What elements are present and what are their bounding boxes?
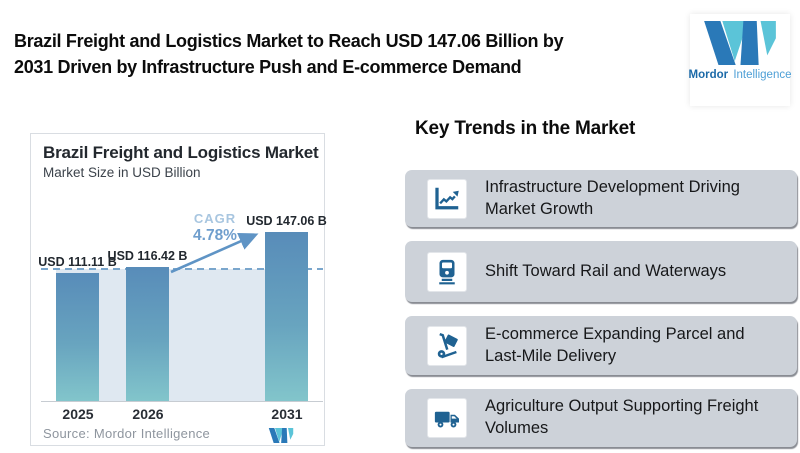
chart-title: Brazil Freight and Logistics Market xyxy=(43,143,319,162)
cagr-arrow-icon xyxy=(170,232,259,274)
bar-2025: USD 111.11 B xyxy=(38,255,117,401)
trend-label: Agriculture Output Supporting Freight Vo… xyxy=(485,397,759,437)
mordor-logo-text: Mordor Intelligence xyxy=(689,69,792,81)
x-tick-2026: 2026 xyxy=(132,406,164,422)
bar-2031: USD 147.06 B xyxy=(246,214,327,401)
train-icon xyxy=(427,251,467,292)
delivery-truck-icon xyxy=(427,398,467,438)
chart-source: Source: Mordor Intelligence xyxy=(43,426,211,441)
mordor-logo-mark-small xyxy=(268,428,294,443)
bar-2026: USD 116.42 B xyxy=(108,249,187,401)
market-size-chart: Brazil Freight and Logistics Market Mark… xyxy=(30,133,327,446)
cagr-annotation: CAGR 4.78% xyxy=(173,211,257,245)
bar-2025-value-label: USD 111.11 B xyxy=(38,255,117,269)
trends-heading: Key Trends in the Market xyxy=(415,118,636,139)
hand-truck-icon xyxy=(427,325,467,366)
cagr-value: 4.78% xyxy=(193,227,237,244)
bar-2026-value-label: USD 116.42 B xyxy=(107,249,188,263)
cagr-label: CAGR xyxy=(193,211,237,226)
page-title-line2: 2031 Driven by Infrastructure Push and E… xyxy=(14,57,522,77)
brand-name-bold: Mordor xyxy=(688,69,729,81)
trend-label: E-commerce Expanding Parcel and Last-Mil… xyxy=(485,324,745,365)
trend-card-ecommerce: E-commerce Expanding Parcel and Last-Mil… xyxy=(405,316,797,375)
trend-label: Shift Toward Rail and Waterways xyxy=(485,261,727,280)
trend-card-agriculture: Agriculture Output Supporting Freight Vo… xyxy=(405,389,797,447)
trend-label: Infrastructure Development Driving Marke… xyxy=(485,177,740,218)
page-title-line1: Brazil Freight and Logistics Market to R… xyxy=(14,31,564,51)
page-title: Brazil Freight and Logistics Market to R… xyxy=(14,28,690,80)
chart-dashed-reference-line xyxy=(41,268,323,270)
x-axis-line xyxy=(41,401,323,402)
mordor-logo: Mordor Intelligence xyxy=(689,14,792,106)
chart-plot-area: USD 111.11 B USD 116.42 B USD 147.06 B C… xyxy=(38,194,327,422)
trend-card-infrastructure: Infrastructure Development Driving Marke… xyxy=(405,170,797,227)
mordor-logo-icon xyxy=(704,21,776,65)
line-chart-icon xyxy=(427,178,467,219)
bar-2031-value-label: USD 147.06 B xyxy=(246,214,327,228)
x-tick-2031: 2031 xyxy=(271,406,303,422)
x-tick-2025: 2025 xyxy=(62,406,94,422)
chart-subtitle: Market Size in USD Billion xyxy=(43,165,201,180)
trend-card-rail-waterways: Shift Toward Rail and Waterways xyxy=(405,241,797,302)
brand-name-light: Intelligence xyxy=(733,69,792,81)
